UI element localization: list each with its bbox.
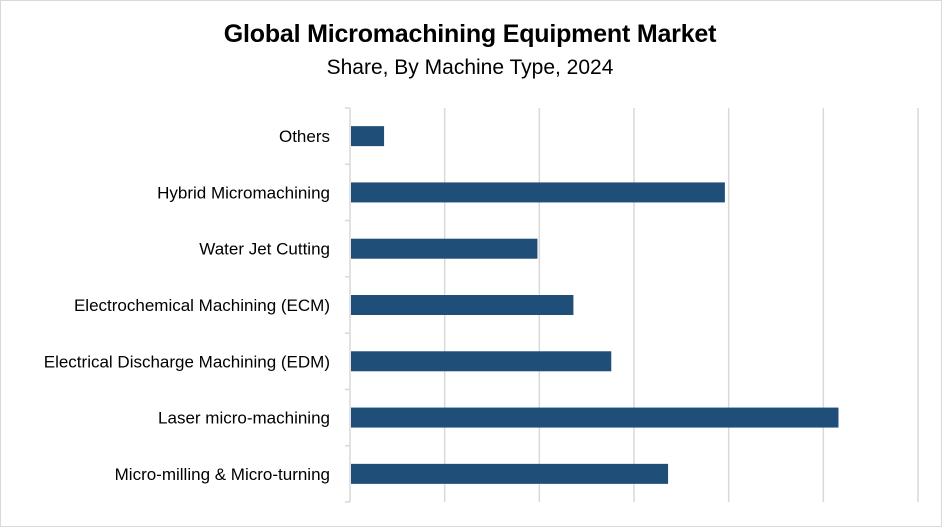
category-label: Electrical Discharge Machining (EDM) (44, 352, 330, 371)
category-label: Micro-milling & Micro-turning (115, 465, 330, 484)
chart-subtitle: Share, By Machine Type, 2024 (326, 56, 614, 79)
category-label: Electrochemical Machining (ECM) (74, 296, 330, 315)
category-label: Laser micro-machining (158, 409, 330, 428)
category-label: Water Jet Cutting (199, 240, 330, 259)
bar (351, 295, 574, 315)
bar (351, 407, 839, 428)
bar (351, 463, 669, 484)
bar (351, 351, 612, 372)
bar (351, 238, 538, 259)
category-label: Hybrid Micromachining (157, 183, 330, 202)
bar (351, 126, 385, 147)
bar (351, 182, 725, 203)
chart-title: Global Micromachining Equipment Market (223, 20, 717, 48)
category-label: Others (279, 127, 330, 146)
